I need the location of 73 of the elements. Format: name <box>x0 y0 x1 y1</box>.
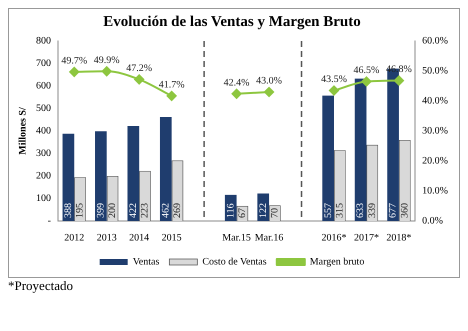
point <box>328 86 339 96</box>
data-label: 195 <box>74 203 86 218</box>
y-tick-label: 800 <box>36 36 51 47</box>
bar <box>127 126 140 221</box>
y-tick-label: 600 <box>36 80 51 92</box>
y2-tick-label: 40.0% <box>422 96 448 107</box>
y2-tick-label: 30.0% <box>422 126 448 137</box>
x-tick-label: 2012 <box>64 232 84 244</box>
data-label: 360 <box>399 203 410 218</box>
x-tick-label: Mar.16 <box>254 232 284 244</box>
data-label: 677 <box>388 203 399 218</box>
data-label: 339 <box>366 203 378 218</box>
bar <box>95 131 107 221</box>
data-label: 315 <box>334 203 346 218</box>
point <box>102 66 112 76</box>
data-label: 46.8% <box>386 64 412 76</box>
y-tick-label: 500 <box>36 103 51 114</box>
data-label: 269 <box>172 203 184 218</box>
data-label: 49.9% <box>94 54 120 66</box>
bar <box>160 117 172 221</box>
legend-label: Costo de Ventas <box>202 256 267 268</box>
point <box>264 87 274 97</box>
data-label: 223 <box>140 203 151 218</box>
y2-tick-label: 10.0% <box>422 186 448 197</box>
y2-tick-label: 20.0% <box>422 156 448 167</box>
point <box>134 74 144 84</box>
x-tick-label: 2015 <box>162 232 182 244</box>
data-label: 462 <box>160 203 172 218</box>
data-label: 41.7% <box>158 80 185 91</box>
point <box>69 66 80 77</box>
data-label: 633 <box>355 203 366 218</box>
data-label: 47.2% <box>126 63 152 74</box>
data-label: 116 <box>225 203 236 218</box>
bar <box>354 78 366 221</box>
y2-tick-label: 50.0% <box>422 66 448 77</box>
data-label: 46.5% <box>354 65 380 76</box>
legend-label: Ventas <box>132 256 160 268</box>
data-label: 557 <box>322 203 334 218</box>
y-tick-label: 200 <box>36 170 51 182</box>
point <box>361 76 372 86</box>
data-label: 399 <box>95 203 106 218</box>
legend-label: Margen bruto <box>310 256 364 268</box>
y-tick-label: 400 <box>36 126 51 137</box>
point <box>232 88 242 99</box>
x-tick-label: 2017* <box>354 232 379 244</box>
data-label: 70 <box>270 208 281 218</box>
x-tick-label: 2018* <box>386 232 412 244</box>
data-label: 42.4% <box>224 77 250 88</box>
point <box>394 76 404 86</box>
y2-tick-label: 0.0% <box>422 216 444 227</box>
text: *Proyectado <box>8 278 74 294</box>
data-label: 43.0% <box>256 76 282 87</box>
x-tick-label: 2013 <box>96 232 117 244</box>
y-tick-label: 100 <box>36 193 51 204</box>
y-axis-title: Millones S/ <box>18 107 29 155</box>
y-tick-label: 700 <box>36 58 51 70</box>
x-tick-label: Mar.15 <box>222 232 251 244</box>
data-label: 200 <box>107 203 118 218</box>
data-label: 67 <box>237 208 248 218</box>
data-label: 388 <box>63 203 74 218</box>
y-tick-label: 300 <box>36 148 51 160</box>
chart-title: Evolución de las Ventas y Margen Bruto <box>103 14 361 30</box>
x-tick-label: 2016* <box>321 232 346 244</box>
x-tick-label: 2014 <box>129 232 150 244</box>
bar <box>62 134 74 221</box>
bar <box>322 96 334 221</box>
data-label: 49.7% <box>61 56 88 67</box>
y-tick-label: - <box>48 216 51 227</box>
data-label: 122 <box>258 203 269 218</box>
data-label: 422 <box>128 203 139 218</box>
data-label: 43.5% <box>321 74 347 86</box>
y2-tick-label: 60.0% <box>422 36 448 47</box>
point <box>166 90 177 101</box>
